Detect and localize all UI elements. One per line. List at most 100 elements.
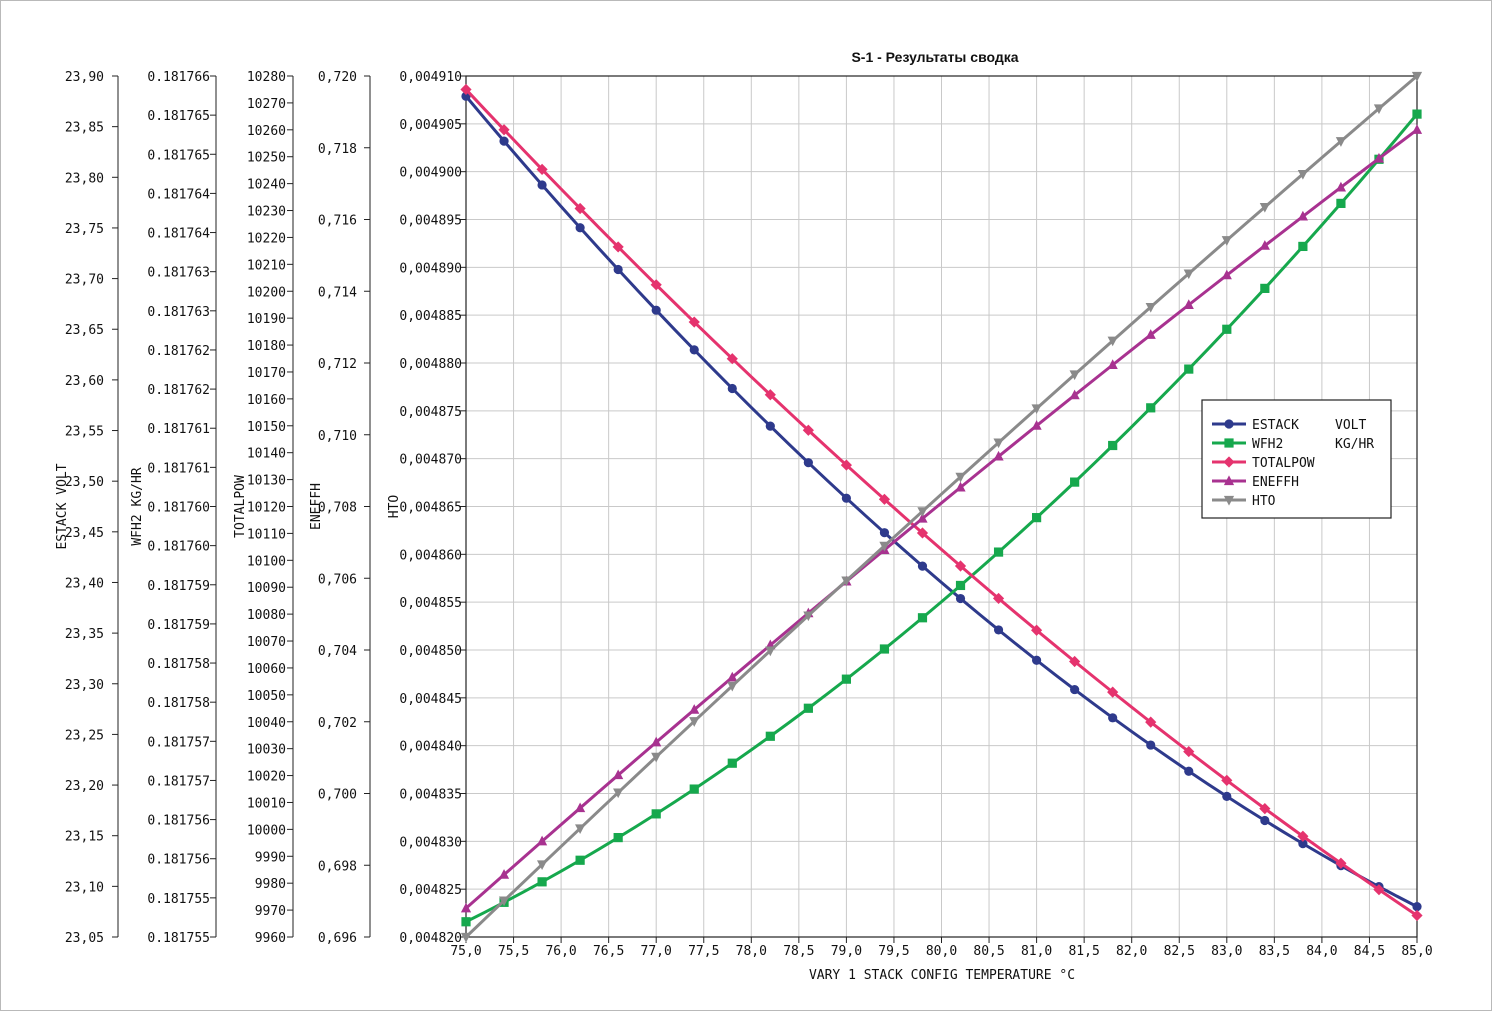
series-line-estack: [464, 95, 1418, 908]
tick-label-totalpow: 10240: [247, 178, 286, 193]
tick-label-wfh2: 0.181756: [147, 853, 210, 868]
point-wfh2: [1032, 513, 1042, 523]
point-hto: [1373, 104, 1385, 115]
point-hto: [689, 717, 700, 727]
point-totalpow: [802, 424, 814, 436]
point-estack: [1032, 655, 1042, 665]
tick-label-estack: 23,60: [65, 374, 104, 389]
tick-label-totalpow: 10280: [247, 70, 286, 85]
point-hto: [1145, 302, 1156, 313]
point-eneffh: [1373, 152, 1385, 163]
tick-label-hto: 0,004890: [399, 261, 462, 276]
tick-label-eneffh: 0,700: [318, 788, 357, 803]
tick-label-hto: 0,004820: [399, 931, 462, 946]
point-estack: [1108, 713, 1118, 723]
tick-label-hto: 0,004840: [399, 740, 462, 755]
series-line-totalpow: [464, 88, 1418, 917]
tick-label-totalpow: 10170: [247, 366, 286, 381]
point-totalpow: [1335, 857, 1347, 869]
legend-label: HTO: [1252, 494, 1276, 509]
tick-label-estack: 23,85: [65, 121, 104, 136]
tick-label-estack: 23,40: [65, 576, 104, 591]
tick-label-hto: 0,004880: [399, 357, 462, 372]
point-totalpow: [1259, 803, 1271, 815]
x-tick-label: 84,5: [1354, 944, 1385, 959]
tick-label-eneffh: 0,702: [318, 716, 357, 731]
tick-label-eneffh: 0,712: [318, 357, 357, 372]
tick-label-wfh2: 0.181761: [147, 461, 210, 476]
point-wfh2: [1222, 324, 1232, 334]
point-estack: [575, 223, 585, 233]
tick-label-wfh2: 0.181760: [147, 501, 210, 516]
point-totalpow: [1031, 624, 1043, 636]
x-tick-label: 82,0: [1116, 944, 1147, 959]
tick-label-wfh2: 0.181755: [147, 892, 210, 907]
tick-label-hto: 0,004845: [399, 692, 462, 707]
axis-label-estack: ESTACK VOLT: [55, 463, 70, 549]
point-totalpow: [498, 124, 510, 136]
tick-label-hto: 0,004860: [399, 548, 462, 563]
point-hto: [1221, 236, 1232, 246]
point-totalpow: [460, 83, 472, 96]
point-totalpow: [840, 459, 852, 471]
series-wfh2: [461, 109, 1422, 927]
point-estack: [689, 345, 699, 355]
point-wfh2: [955, 580, 966, 591]
tick-label-totalpow: 10190: [247, 312, 286, 327]
point-hto: [955, 472, 966, 483]
series-estack: [461, 91, 1422, 912]
tick-label-eneffh: 0,710: [318, 429, 357, 444]
tick-label-wfh2: 0.181758: [147, 657, 210, 672]
tick-label-hto: 0,004855: [399, 596, 462, 611]
tick-label-hto: 0,004865: [399, 501, 462, 516]
point-wfh2: [803, 703, 813, 713]
tick-label-estack: 23,20: [65, 779, 104, 794]
point-eneffh: [955, 481, 966, 492]
tick-label-wfh2: 0.181759: [147, 618, 210, 633]
point-hto: [879, 541, 890, 552]
point-totalpow: [612, 241, 624, 253]
tick-label-hto: 0,004895: [399, 214, 462, 229]
tick-label-totalpow: 10020: [247, 770, 286, 785]
point-eneffh: [498, 869, 510, 879]
point-wfh2: [1070, 477, 1080, 487]
x-tick-label: 78,5: [783, 944, 814, 959]
point-estack: [1298, 838, 1308, 849]
tick-label-hto: 0,004870: [399, 453, 462, 468]
series-totalpow: [460, 83, 1423, 922]
legend: ESTACK VOLT WFH2 KG/HR TOTALPOW ENEFFH HTO: [1201, 399, 1392, 519]
point-wfh2: [1298, 241, 1308, 252]
point-totalpow: [954, 560, 967, 572]
tick-label-eneffh: 0,716: [318, 214, 357, 229]
point-eneffh: [1411, 124, 1423, 134]
point-totalpow: [992, 592, 1005, 605]
axis-label-totalpow: TOTALPOW: [233, 475, 248, 538]
x-tick-label: 79,5: [878, 944, 909, 959]
axis-label-hto: HTO: [387, 495, 402, 519]
tick-label-totalpow: 10050: [247, 689, 286, 704]
point-hto: [575, 824, 586, 835]
x-tick-label: 81,0: [1021, 944, 1052, 959]
point-wfh2: [1184, 364, 1194, 374]
tick-label-wfh2: 0.181764: [147, 187, 210, 202]
point-eneffh: [917, 512, 928, 523]
point-estack: [1222, 791, 1232, 802]
tick-label-hto: 0,004835: [399, 788, 462, 803]
tick-label-totalpow: 9970: [255, 904, 286, 919]
tick-label-estack: 23,35: [65, 627, 104, 642]
point-wfh2: [1336, 198, 1346, 208]
point-eneffh: [1221, 269, 1232, 280]
tick-label-totalpow: 10150: [247, 420, 286, 435]
point-wfh2: [765, 731, 775, 741]
point-totalpow: [1107, 686, 1119, 698]
point-hto: [1297, 169, 1308, 180]
point-eneffh: [1145, 329, 1156, 339]
tick-label-totalpow: 10260: [247, 124, 286, 139]
point-hto: [651, 752, 662, 763]
point-estack: [1070, 684, 1080, 695]
tick-label-wfh2: 0.181755: [147, 931, 210, 946]
point-totalpow: [1183, 745, 1195, 758]
tick-label-totalpow: 10090: [247, 581, 286, 596]
tick-label-estack: 23,90: [65, 70, 104, 85]
point-hto: [1259, 202, 1270, 213]
